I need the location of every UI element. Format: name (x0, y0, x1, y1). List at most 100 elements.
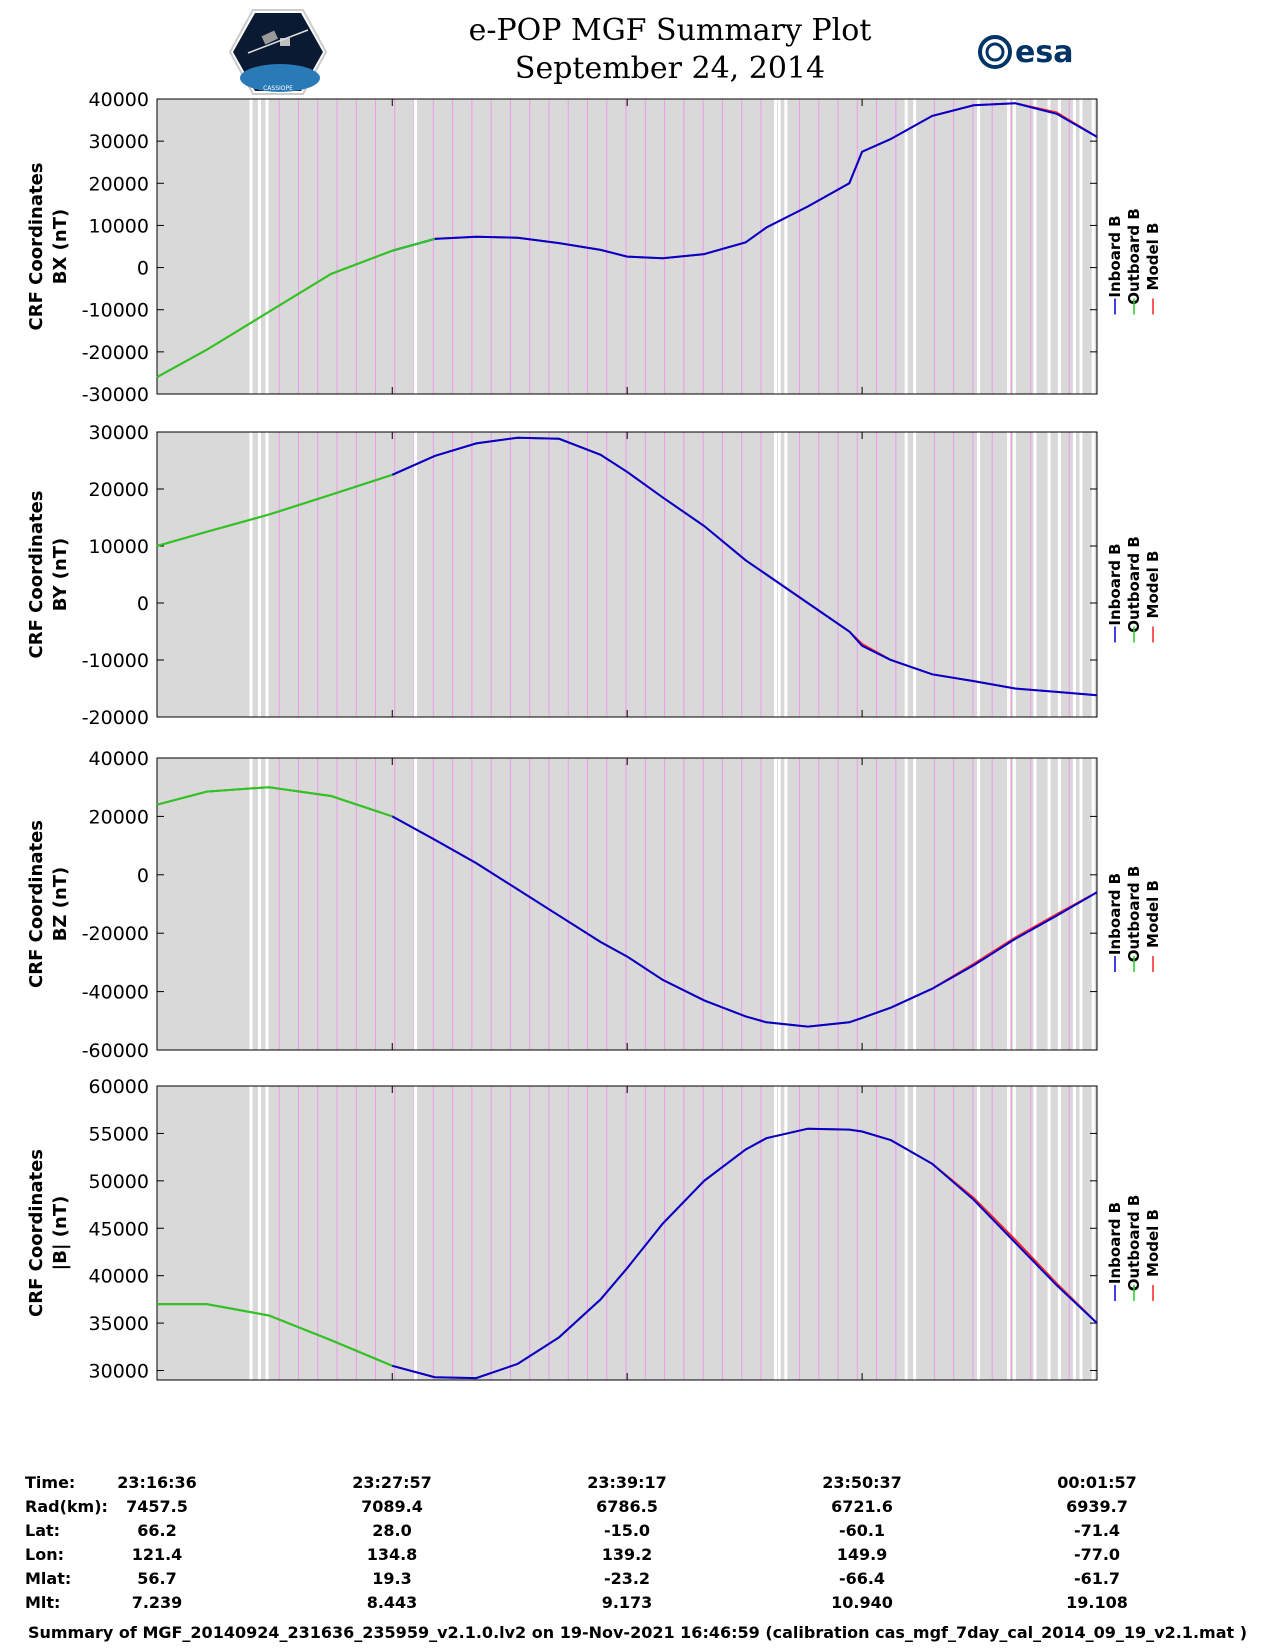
y-tick-label: 40000 (89, 1266, 149, 1288)
y-axis-label-line-2: |B| (nT) (50, 1196, 71, 1271)
plot-background (157, 758, 1097, 1050)
y-tick-label: -30000 (82, 384, 149, 406)
ephemeris-cell: 19.3 (372, 1569, 412, 1588)
series-outboard-b (156, 237, 436, 378)
y-tick-label: 55000 (89, 1123, 149, 1145)
ephemeris-cell: 6721.6 (831, 1497, 893, 1516)
ephemeris-cell: -60.1 (838, 1521, 886, 1540)
y-tick-label: 50000 (89, 1171, 149, 1193)
legend-label: Model B (1144, 551, 1162, 619)
ephemeris-cell: 8.443 (366, 1593, 418, 1612)
ephemeris-cell: 134.8 (366, 1545, 418, 1564)
page-title: e-POP MGF Summary Plot September 24, 201… (340, 12, 1000, 88)
ephemeris-cell: 139.2 (601, 1545, 653, 1564)
plot-background (157, 1086, 1097, 1380)
ephemeris-cell: 7.239 (131, 1593, 183, 1612)
y-tick-label: 30000 (89, 131, 149, 153)
ephemeris-row-label: Lon: (25, 1545, 64, 1564)
y-tick-label: 20000 (89, 479, 149, 501)
title-line-2: September 24, 2014 (514, 51, 826, 86)
y-tick-label: 20000 (89, 806, 149, 828)
cassiope-logo-text: CASSIOPE (263, 85, 293, 92)
ephemeris-cell: 28.0 (372, 1521, 412, 1540)
series-inboard-b (392, 1127, 1098, 1380)
y-tick-label: 0 (137, 258, 149, 280)
footer-note: Summary of MGF_20140924_231636_235959_v2… (27, 1623, 1248, 1642)
legend-label: Inboard B (1106, 543, 1124, 625)
y-axis-label-line-2: BY (nT) (50, 538, 71, 612)
y-tick-label: 60000 (89, 1076, 149, 1098)
y-tick-label: -10000 (82, 650, 149, 672)
ephemeris-cell: 66.2 (137, 1521, 177, 1540)
ephemeris-cell: 00:01:57 (1057, 1473, 1137, 1492)
ephemeris-row-label: Time: (25, 1473, 76, 1492)
ephemeris-row-label: Mlat: (25, 1569, 72, 1588)
panel-1: -30000 -20000 -10000 0 10000 20000 30000 40000 C… (26, 89, 1162, 406)
legend-label: Model B (1144, 1209, 1162, 1277)
legend-label: Outboard B (1125, 866, 1143, 963)
ephemeris-cell: 23:27:57 (352, 1473, 432, 1492)
y-tick-label: 10000 (89, 215, 149, 237)
legend-label: Model B (1144, 223, 1162, 291)
y-tick-label: 20000 (89, 173, 149, 195)
series-inboard-b (391, 436, 1098, 697)
y-tick-label: 40000 (89, 89, 149, 111)
ephemeris-cell: -15.0 (603, 1521, 651, 1540)
ephemeris-cell: 121.4 (131, 1545, 183, 1564)
legend-label: Outboard B (1125, 536, 1143, 633)
y-tick-label: 0 (137, 865, 149, 887)
series-inboard-b (391, 815, 1098, 1028)
legend-label: Outboard B (1125, 1195, 1143, 1292)
mgf-summary-chart: -30000 -20000 -10000 0 10000 20000 30000 40000 C… (26, 89, 1162, 1383)
ephemeris-cell: 19.108 (1066, 1593, 1128, 1612)
ephemeris-cell: 23:16:36 (117, 1473, 197, 1492)
ephemeris-cell: -23.2 (603, 1569, 651, 1588)
ephemeris-cell: -71.4 (1073, 1521, 1121, 1540)
panel-4: 30000 35000 40000 45000 50000 55000 60000 CRF C… (26, 1076, 1162, 1383)
panel-3: -60000 -40000 -20000 0 20000 40000 CRF Coordin… (26, 748, 1162, 1062)
ephemeris-cell: 7089.4 (361, 1497, 423, 1516)
series-outboard-b (156, 473, 393, 547)
ephemeris-cell: 149.9 (836, 1545, 888, 1564)
ephemeris-cell: 23:50:37 (822, 1473, 902, 1492)
ephemeris-cell: 10.940 (831, 1593, 893, 1612)
ephemeris-cell: 23:39:17 (587, 1473, 667, 1492)
ephemeris-cell: 7457.5 (126, 1497, 188, 1516)
ephemeris-cell: 6786.5 (596, 1497, 658, 1516)
y-axis-label-line-2: BZ (nT) (50, 867, 71, 942)
y-axis-label-line-1: CRF Coordinates (26, 491, 47, 659)
y-axis-label-line-1: CRF Coordinates (26, 820, 47, 988)
y-tick-label: -20000 (82, 923, 149, 945)
y-tick-label: -40000 (82, 982, 149, 1004)
plot-background (157, 432, 1097, 717)
series-outboard-b (157, 1303, 393, 1367)
ephemeris-cell: -61.7 (1073, 1569, 1121, 1588)
esa-logo-icon: esa (978, 35, 1073, 70)
y-tick-label: 35000 (89, 1313, 149, 1335)
ephemeris-table: Time: 23:16:36 23:27:57 23:39:17 23:50:37 00:… (0, 1465, 1275, 1615)
legend-label: Inboard B (1106, 1202, 1124, 1284)
ephemeris-cell: 9.173 (601, 1593, 653, 1612)
ephemeris-row-label: Mlt: (25, 1593, 61, 1612)
ephemeris-cell: -66.4 (838, 1569, 886, 1588)
y-tick-label: 30000 (89, 1361, 149, 1383)
y-tick-label: 0 (137, 593, 149, 615)
y-tick-label: 40000 (89, 748, 149, 770)
y-tick-label: -10000 (82, 300, 149, 322)
legend-label: Outboard B (1125, 208, 1143, 305)
y-axis-label-line-1: CRF Coordinates (26, 1149, 47, 1317)
y-tick-label: 30000 (89, 422, 149, 444)
panel-2: -20000 -10000 0 10000 20000 30000 CRF Coordina… (26, 422, 1162, 729)
legend-label: Inboard B (1106, 215, 1124, 297)
ephemeris-row-label: Lat: (25, 1521, 61, 1540)
ephemeris-cell: 56.7 (137, 1569, 177, 1588)
esa-logo-text: esa (1015, 35, 1073, 70)
ephemeris-cell: -77.0 (1073, 1545, 1121, 1564)
cassiope-satellite-logo-icon: CASSIOPE (228, 9, 328, 95)
y-tick-label: -60000 (82, 1040, 149, 1062)
y-tick-label: -20000 (82, 342, 149, 364)
y-axis-label-line-2: BX (nT) (50, 209, 71, 284)
series-inboard-b (392, 102, 1098, 260)
y-axis-label-line-1: CRF Coordinates (26, 163, 47, 331)
legend-label: Model B (1144, 880, 1162, 948)
